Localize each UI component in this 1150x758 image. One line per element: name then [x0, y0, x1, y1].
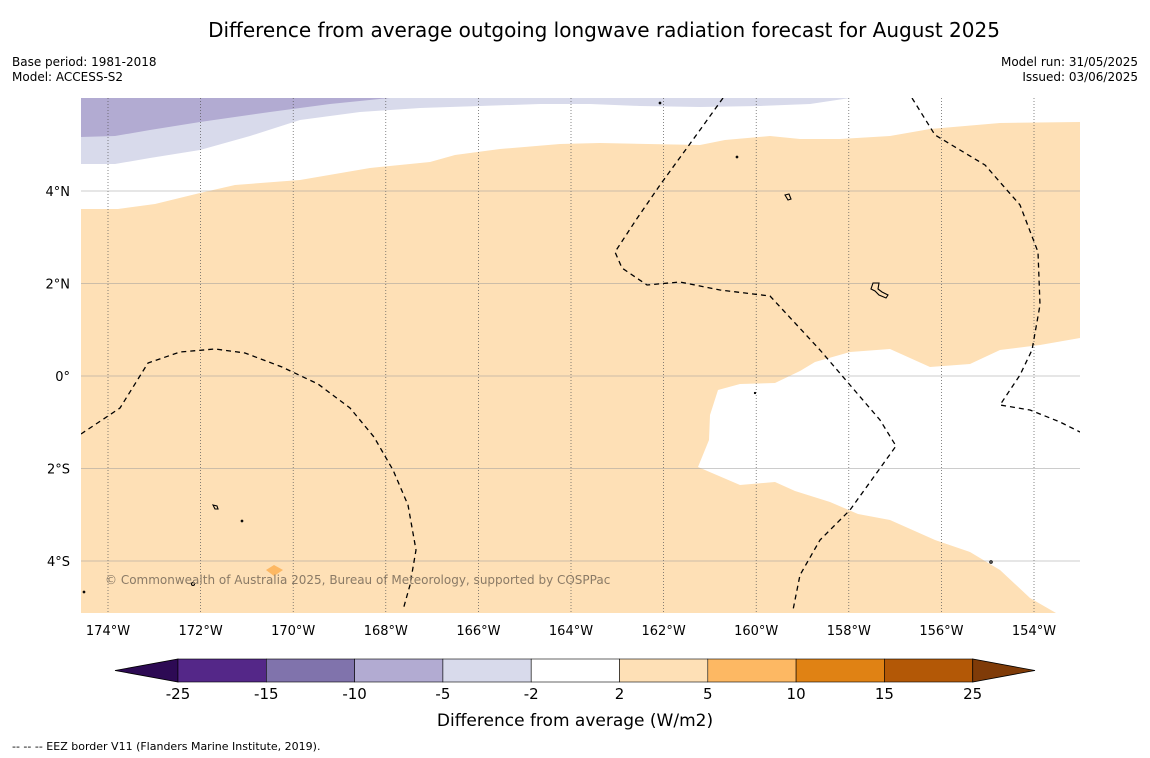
islands [82, 101, 993, 594]
meta-right: Model run: 31/05/2025 Issued: 03/06/2025 [1001, 55, 1138, 85]
colorbar-segment [354, 658, 444, 683]
meta-left: Base period: 1981-2018 Model: ACCESS-S2 [12, 55, 157, 85]
island [735, 155, 739, 159]
latitude-label: 0° [55, 370, 70, 385]
latitude-label: 2°S [47, 463, 70, 478]
eez-borders [81, 98, 1080, 611]
island [753, 391, 757, 395]
longitude-label: 166°W [456, 624, 500, 639]
colorbar-segment [530, 658, 620, 683]
eez-border-line [911, 98, 1080, 433]
island [989, 560, 993, 564]
island [784, 193, 792, 201]
island [870, 282, 889, 299]
colorbar-tick-label: -2 [524, 685, 539, 703]
colorbar-tick-label: 2 [615, 685, 625, 703]
longitude-label: 170°W [271, 624, 315, 639]
longitude-label: 168°W [364, 624, 408, 639]
longitude-label: 160°W [734, 624, 778, 639]
chart-title: Difference from average outgoing longwav… [208, 18, 1000, 42]
longitude-label: 164°W [549, 624, 593, 639]
colorbar-tick-label: -5 [435, 685, 450, 703]
latitude-label: 4°S [47, 555, 70, 570]
colorbar-segment [265, 658, 355, 683]
longitude-label: 156°W [919, 624, 963, 639]
issued-date: Issued: 03/06/2025 [1022, 70, 1138, 84]
colorbar-segment [442, 658, 532, 683]
island [82, 590, 86, 594]
longitude-labels: 174°W 172°W 170°W 168°W 166°W 164°W 162°W 160°W… [86, 624, 1056, 639]
longitude-label: 154°W [1012, 624, 1056, 639]
eez-border-line [81, 348, 417, 611]
model-run: Model run: 31/05/2025 [1000, 55, 1138, 69]
colorbar-tick-label: -10 [342, 685, 367, 703]
anomaly-region-light-purple [81, 98, 850, 164]
anomaly-region-purple [81, 98, 390, 137]
eez-footnote: -- -- -- EEZ border V11 (Flanders Marine… [12, 740, 321, 753]
colorbar-tick-label: 15 [875, 685, 894, 703]
gridlines [81, 98, 1080, 613]
longitude-label: 174°W [86, 624, 130, 639]
colorbar-tick-label: -25 [166, 685, 191, 703]
latitude-label: 2°N [46, 278, 71, 293]
colorbar-tick-label: 25 [963, 685, 982, 703]
longitude-label: 172°W [179, 624, 223, 639]
model-name: Model: ACCESS-S2 [12, 70, 124, 84]
colorbar-tick-label: 10 [787, 685, 806, 703]
colorbar-segment [795, 658, 885, 683]
colorbar: -25 -15 -10 -5 -2 2 5 10 15 25 [114, 658, 1036, 703]
colorbar-tick-label: 5 [703, 685, 713, 703]
latitude-labels: 4°N 2°N 0° 2°S 4°S [46, 185, 71, 570]
colorbar-segment [177, 658, 267, 683]
colorbar-segment [884, 658, 974, 683]
eez-border-line [614, 98, 897, 611]
latitude-label: 4°N [46, 185, 71, 200]
colorbar-extend-high [972, 658, 1036, 683]
colorbar-segment [707, 658, 797, 683]
copyright-notice: © Commonwealth of Australia 2025, Bureau… [105, 573, 610, 587]
island [658, 101, 662, 105]
longitude-label: 162°W [642, 624, 686, 639]
longitude-label: 158°W [827, 624, 871, 639]
island [240, 519, 244, 523]
colorbar-title: Difference from average (W/m2) [437, 711, 713, 731]
anomaly-patch-orange [266, 565, 283, 576]
colorbar-segment [619, 658, 709, 683]
map-area: © Commonwealth of Australia 2025, Bureau… [81, 98, 1080, 613]
anomaly-region-light-orange [81, 122, 1080, 613]
colorbar-tick-label: -15 [254, 685, 279, 703]
base-period: Base period: 1981-2018 [12, 55, 157, 69]
colorbar-extend-low [114, 658, 179, 683]
island [211, 504, 219, 510]
island [190, 581, 196, 587]
